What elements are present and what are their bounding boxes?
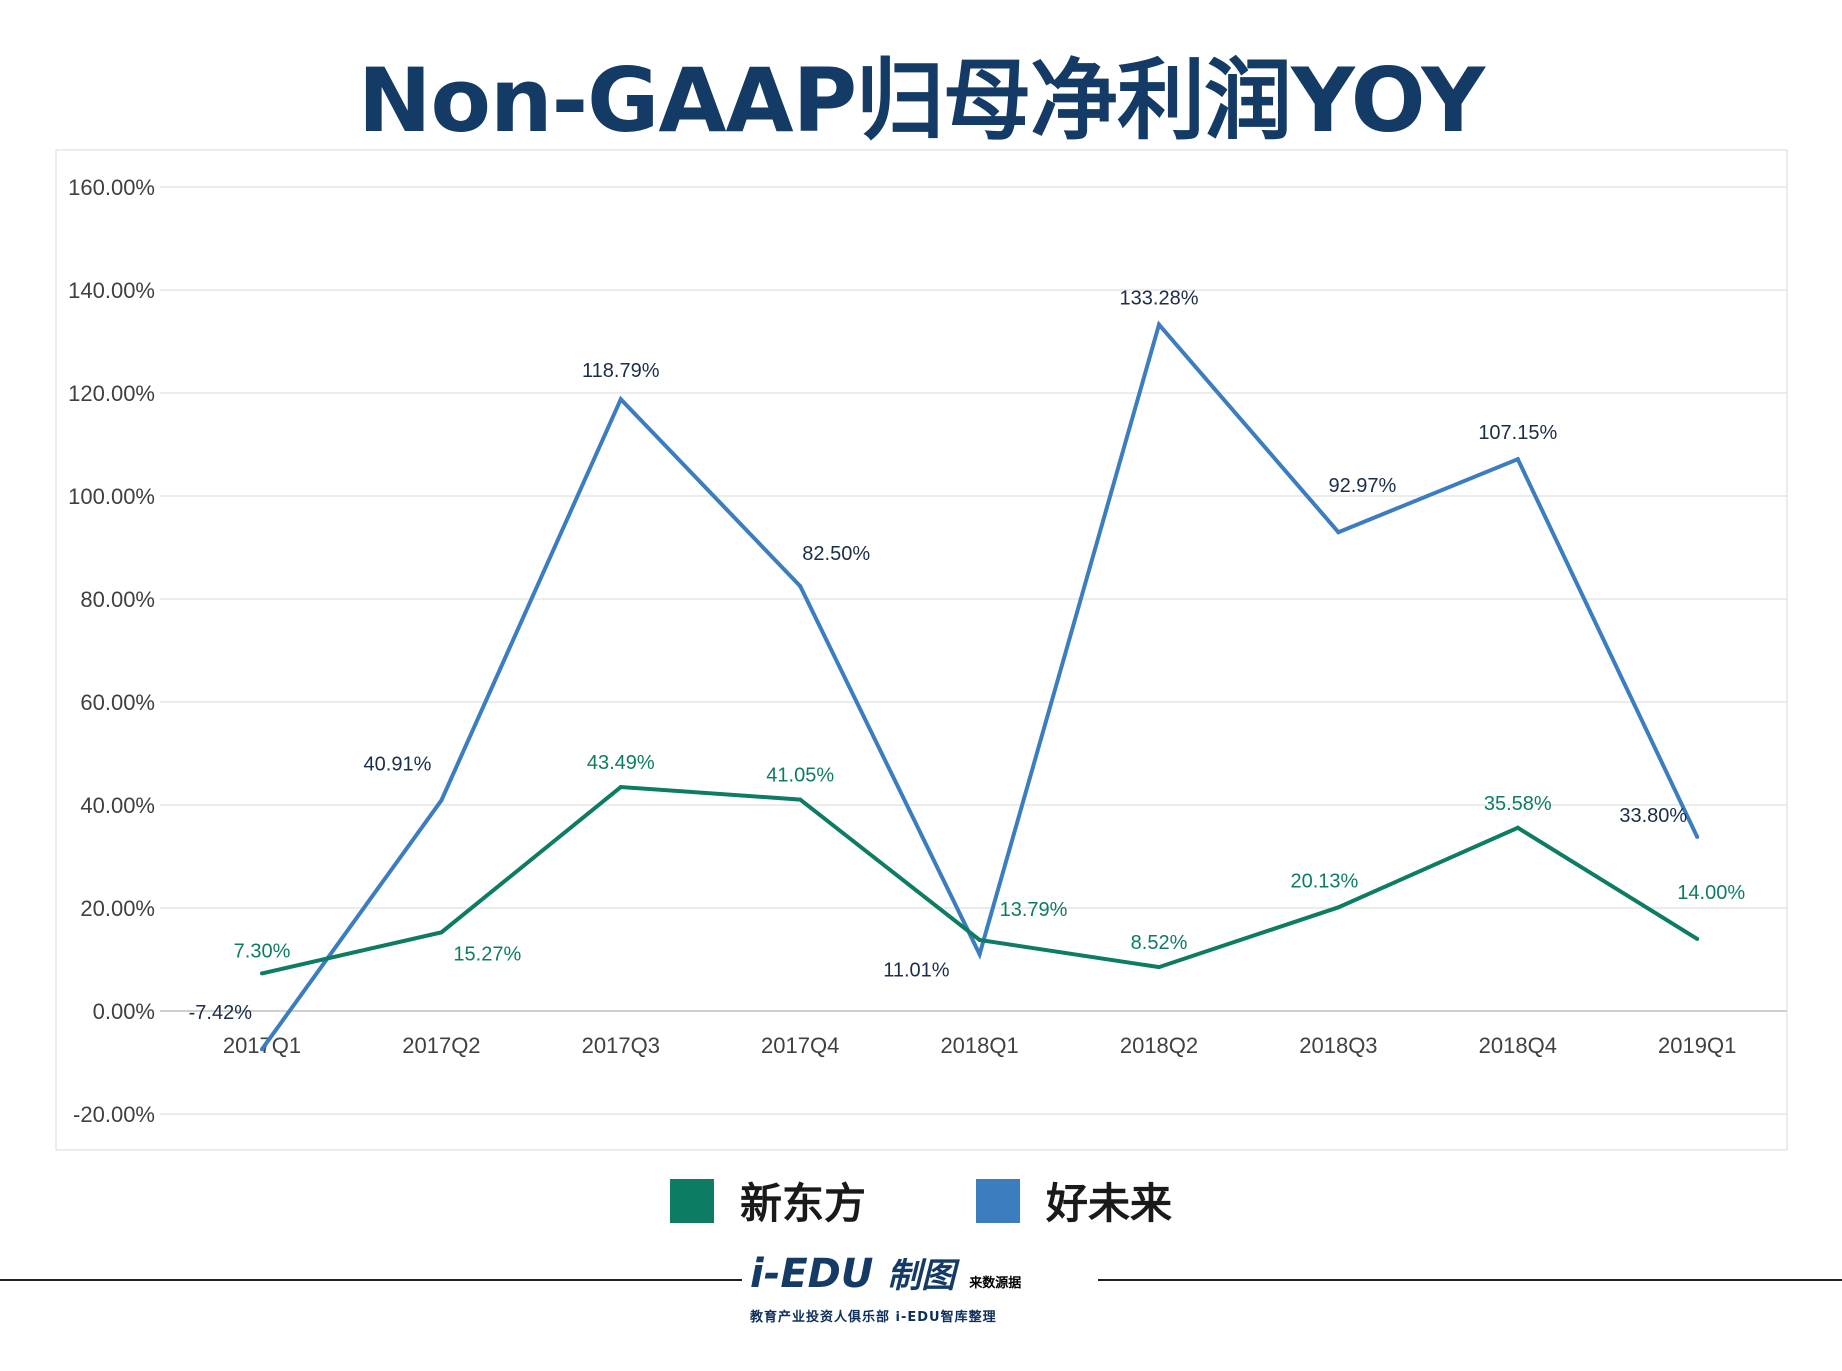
x-tick-label: 2018Q1 (940, 1033, 1018, 1058)
data-label-tal: 107.15% (1478, 422, 1557, 444)
data-point-xdf (1695, 936, 1700, 941)
data-label-tal: 133.28% (1120, 288, 1199, 310)
x-tick-label: 2018Q3 (1299, 1033, 1377, 1058)
x-tick-label: 2017Q4 (761, 1033, 839, 1058)
logo-badge: 制图 (887, 1256, 956, 1296)
x-tick-label: 2019Q1 (1658, 1033, 1736, 1058)
footer-logo: i-EDU 制图 来数源据 教育产业投资人俱乐部 i-EDU智库整理 (742, 1248, 1098, 1329)
legend: 新东方 好未来 (0, 1170, 1842, 1231)
legend-label-xdf: 新东方 (739, 1179, 866, 1228)
logo-wordmark: i-EDU (750, 1251, 874, 1297)
data-point-xdf (1157, 965, 1161, 970)
legend-swatch-tal (976, 1178, 1020, 1223)
y-tick-label: 140.00% (68, 278, 155, 303)
data-label-xdf: 35.58% (1484, 793, 1552, 815)
series-lines (260, 320, 1700, 1052)
data-label-tal: 82.50% (802, 543, 870, 565)
data-label-xdf: 15.27% (453, 943, 521, 965)
data-point-xdf (798, 797, 803, 802)
x-tick-label: 2017Q1 (223, 1033, 301, 1058)
y-tick-label: 40.00% (80, 793, 155, 818)
x-tick-label: 2017Q2 (402, 1033, 480, 1058)
legend-item-xdf: 新东方 (669, 1170, 866, 1231)
legend-swatch-xdf (669, 1178, 714, 1223)
data-label-tal: 33.80% (1619, 805, 1687, 827)
data-label-xdf: 13.79% (1000, 899, 1068, 921)
y-tick-label: 160.00% (68, 175, 155, 200)
chart-title: Non-GAAP归母净利润YOY (357, 49, 1485, 152)
y-tick-label: 80.00% (80, 587, 155, 612)
data-label-xdf: 41.05% (766, 765, 834, 787)
data-label-tal: -7.42% (189, 1002, 253, 1024)
data-point-tal (260, 1047, 264, 1052)
y-tick-label: 60.00% (80, 690, 155, 715)
gridlines (160, 186, 1787, 1115)
data-point-xdf (1515, 825, 1520, 830)
data-point-tal (1157, 322, 1161, 327)
data-point-xdf (977, 937, 982, 942)
data-point-xdf (260, 971, 264, 976)
logo-tagline: 教育产业投资人俱乐部 i-EDU智库整理 (750, 1310, 997, 1325)
data-label-tal: 118.79% (582, 360, 660, 382)
data-label-tal: 40.91% (364, 753, 432, 775)
data-label-xdf: 14.00% (1677, 882, 1745, 904)
data-point-tal (1336, 530, 1341, 535)
data-label-xdf: 43.49% (587, 752, 655, 774)
data-point-xdf (1336, 905, 1341, 910)
data-point-tal (1515, 457, 1520, 462)
data-point-xdf (439, 930, 444, 935)
data-label-xdf: 20.13% (1290, 870, 1358, 892)
logo-badge-small: 来数源据 (969, 1276, 1022, 1291)
x-tick-label: 2018Q2 (1120, 1033, 1198, 1058)
data-label-xdf: 8.52% (1131, 932, 1188, 954)
x-tick-label: 2018Q4 (1479, 1033, 1557, 1058)
data-point-tal (439, 798, 444, 803)
y-axis-tick-labels: -20.00% 0.00% 20.00% 40.00% 60.00% 80.00% 100.… (68, 175, 155, 1127)
data-point-tal (798, 584, 803, 589)
data-label-xdf: 7.30% (234, 940, 291, 962)
data-labels: 7.30% 15.27% 43.49% 41.05% 13.79% 8.52% 20.13%… (189, 288, 1746, 1025)
data-label-tal: 11.01% (883, 959, 950, 981)
legend-label-tal: 好未来 (1046, 1179, 1173, 1228)
y-tick-label: 20.00% (80, 896, 155, 921)
data-point-tal (977, 952, 982, 957)
data-label-tal: 92.97% (1328, 475, 1396, 497)
data-point-xdf (618, 785, 623, 790)
y-tick-label: -20.00% (73, 1102, 155, 1127)
data-point-tal (618, 397, 623, 402)
legend-item-tal: 好未来 (976, 1170, 1172, 1231)
y-tick-label: 100.00% (68, 484, 155, 509)
y-tick-label: 0.00% (93, 999, 155, 1024)
x-axis-tick-labels: 2017Q1 2017Q2 2017Q3 2017Q4 2018Q1 2018Q2 2018… (223, 1033, 1736, 1058)
data-point-tal (1695, 834, 1700, 839)
y-tick-label: 120.00% (68, 381, 155, 406)
plot-area-border (55, 149, 1788, 1151)
x-tick-label: 2017Q3 (582, 1033, 660, 1058)
